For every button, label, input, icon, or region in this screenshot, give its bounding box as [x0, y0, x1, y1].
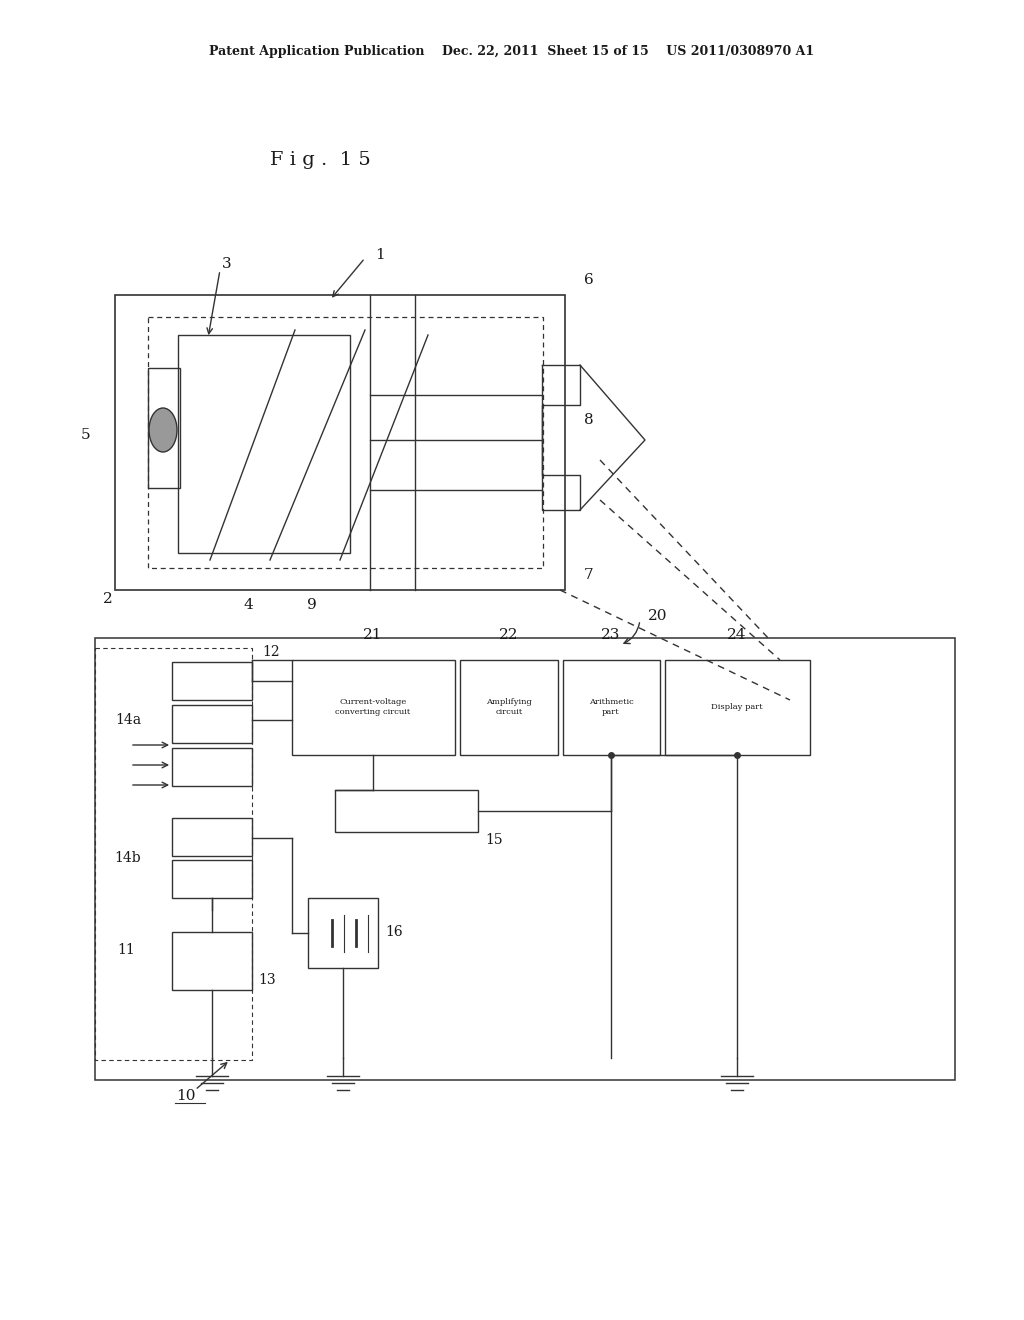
Text: 23: 23: [601, 628, 621, 642]
Bar: [563, 660, 660, 755]
Bar: [172, 861, 252, 898]
Text: Arithmetic
part: Arithmetic part: [589, 698, 634, 715]
Text: 13: 13: [258, 973, 275, 987]
Text: 5: 5: [81, 428, 91, 442]
Text: 1: 1: [375, 248, 385, 261]
Text: 15: 15: [485, 833, 503, 847]
Bar: [335, 789, 478, 832]
Text: 22: 22: [500, 628, 519, 642]
Ellipse shape: [150, 408, 177, 451]
Bar: [115, 294, 565, 590]
Text: 7: 7: [584, 568, 594, 582]
Text: 3: 3: [222, 257, 231, 271]
Text: 14a: 14a: [115, 713, 141, 727]
Bar: [178, 335, 350, 553]
Bar: [172, 932, 252, 990]
Text: 10: 10: [176, 1089, 196, 1104]
Text: 4: 4: [243, 598, 253, 612]
Bar: [172, 663, 252, 700]
Bar: [460, 660, 558, 755]
Text: 16: 16: [385, 925, 402, 939]
Bar: [172, 748, 252, 785]
Text: 24: 24: [727, 628, 746, 642]
Bar: [172, 818, 252, 855]
Text: Current-voltage
converting circuit: Current-voltage converting circuit: [336, 698, 411, 715]
Bar: [172, 705, 252, 743]
Text: 14b: 14b: [115, 851, 141, 865]
Bar: [95, 638, 955, 1080]
Text: 2: 2: [103, 591, 113, 606]
Text: Patent Application Publication    Dec. 22, 2011  Sheet 15 of 15    US 2011/03089: Patent Application Publication Dec. 22, …: [210, 45, 814, 58]
Text: 11: 11: [117, 942, 135, 957]
Bar: [292, 660, 455, 755]
Bar: [95, 648, 252, 1060]
Text: 6: 6: [584, 273, 594, 286]
Text: 21: 21: [364, 628, 383, 642]
Text: 9: 9: [307, 598, 316, 612]
Bar: [148, 317, 543, 568]
Text: Display part: Display part: [712, 704, 763, 711]
Bar: [308, 898, 378, 968]
Bar: [665, 660, 810, 755]
Text: F i g .  1 5: F i g . 1 5: [269, 150, 371, 169]
Text: 8: 8: [584, 413, 594, 426]
Text: Amplifying
circuit: Amplifying circuit: [486, 698, 531, 715]
Text: 20: 20: [648, 609, 668, 623]
Text: 12: 12: [262, 645, 280, 659]
Bar: [148, 368, 180, 488]
